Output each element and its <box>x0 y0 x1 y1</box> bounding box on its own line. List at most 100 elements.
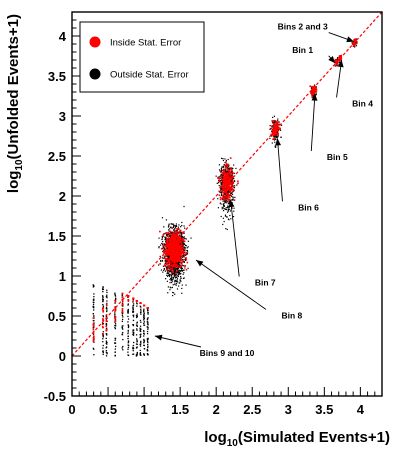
bins-9-10-inside-point <box>114 299 116 302</box>
bin-8-outside-point <box>162 234 164 236</box>
bins-9-10-outside-point <box>102 303 104 306</box>
bins-9-10-outside-point <box>102 291 104 293</box>
bin-8-outside-point <box>181 232 183 234</box>
bin-8-inside-point <box>179 254 181 257</box>
annotation-label: Bin 5 <box>327 152 348 162</box>
bin-8-outside-point <box>183 249 185 251</box>
bin-8-outside-point <box>175 274 177 276</box>
bin-8-outside-point <box>180 236 182 238</box>
bin-8-outside-point <box>183 232 185 234</box>
bin-7-outside-point <box>231 202 234 204</box>
bin-7-outside-point <box>224 214 227 216</box>
bin-7-inside-point <box>227 198 229 201</box>
bin-8-outside-point <box>183 272 185 274</box>
bin-6-inside-point <box>274 132 276 134</box>
bin-8-inside-point <box>176 227 178 230</box>
bins-9-10-outside-point <box>132 303 135 305</box>
bins-9-10-outside-point <box>114 345 117 348</box>
bins-9-10-outside-point <box>102 296 104 299</box>
bin-8-inside-point <box>165 254 168 256</box>
x-tick-label: 4 <box>357 402 365 417</box>
bin-8-outside-point <box>181 257 183 259</box>
bins-9-10-outside-point <box>122 349 124 351</box>
bin-8-outside-point <box>164 278 167 280</box>
annotation-label: Bin 4 <box>352 98 373 108</box>
bin-8-outside-point <box>177 281 179 283</box>
bin-7-outside-point <box>225 202 227 204</box>
bin-8-inside-point <box>166 252 169 255</box>
bin-4-inside-point <box>338 58 340 61</box>
bins-9-10-outside-point <box>132 347 134 350</box>
bin-3-inside-point <box>351 43 354 46</box>
x-tick-label: 2 <box>213 402 220 417</box>
x-tick-label: 1 <box>140 402 147 417</box>
bin-6-inside-point <box>272 128 274 130</box>
bin-6-outside-point <box>276 136 278 138</box>
bin-7-outside-point <box>223 205 225 207</box>
bins-9-10-inside-point <box>143 304 145 307</box>
bin-7-inside-point <box>230 167 232 169</box>
bin-8-inside-point <box>184 253 187 255</box>
bins-9-10-outside-point <box>102 334 104 336</box>
bin-8-outside-point <box>167 271 169 273</box>
y-axis-label-prefix: log <box>5 171 22 194</box>
bins-9-10-inside-point <box>127 300 130 302</box>
bin-8-outside-point <box>178 264 180 266</box>
bin-7-inside-point <box>225 161 227 163</box>
bins-9-10-outside-point <box>127 312 129 314</box>
bin-7-inside-point <box>230 182 233 184</box>
bin-8-outside-point <box>162 240 164 243</box>
bins-9-10-inside-point <box>105 320 108 323</box>
bin-7-outside-point <box>231 172 233 174</box>
bins-9-10-inside-point <box>121 296 124 298</box>
bin-8-inside-point <box>160 247 163 250</box>
bin-6-outside-point <box>269 125 271 127</box>
bin-8-outside-point <box>173 283 176 285</box>
bin-7-inside-point <box>222 197 225 199</box>
bin-8-outside-point <box>171 267 173 269</box>
bin-8-inside-point <box>179 237 182 239</box>
bin-8-outside-point <box>160 269 163 271</box>
bins-9-10-outside-point <box>136 316 138 319</box>
bin-8-outside-point <box>165 260 167 262</box>
bin-7-outside-point <box>224 193 227 195</box>
bin-5-inside-point <box>311 95 314 98</box>
bins-9-10-outside-point <box>127 311 129 313</box>
bin-7-outside-point <box>231 178 234 180</box>
bin-7-outside-point <box>225 199 227 202</box>
bin-8-outside-point <box>163 268 165 270</box>
bin-8-inside-point <box>173 240 176 242</box>
bin-6-outside-point <box>274 120 276 122</box>
bins-9-10-outside-point <box>143 354 146 356</box>
bin-7-inside-point <box>228 178 231 180</box>
bin-6-outside-point <box>281 124 283 126</box>
bin-6-inside-point <box>277 123 280 126</box>
bin-8-outside-point <box>174 276 176 278</box>
bins-9-10-outside-point <box>132 350 134 352</box>
bin-8-outside-point <box>172 292 175 294</box>
bin-7-inside-point <box>231 189 234 191</box>
bins-9-10-outside-point <box>143 353 145 355</box>
bins-9-10-inside-point <box>114 320 117 322</box>
bin-7-inside-point <box>226 196 228 198</box>
bin-7-outside-point <box>234 196 236 199</box>
bin-6-outside-point <box>273 136 276 138</box>
annotation-label: Bins 2 and 3 <box>278 22 328 32</box>
bin-8-inside-point <box>174 252 176 254</box>
bins-9-10-inside-point <box>114 318 117 320</box>
bin-8-outside-point <box>173 233 176 235</box>
bins-9-10-inside-point <box>102 333 104 335</box>
bin-7-inside-point <box>223 175 225 178</box>
bins-9-10-outside-point <box>122 316 124 318</box>
bin-7-inside-point <box>219 198 222 201</box>
bin-8-inside-point <box>177 259 179 262</box>
bins-9-10-outside-point <box>146 323 149 325</box>
bins-9-10-outside-point <box>136 338 138 340</box>
bin-8-inside-point <box>177 246 180 249</box>
bin-7-outside-point <box>218 184 220 187</box>
bin-8-inside-point <box>172 246 175 249</box>
bin-8-inside-point <box>179 251 182 254</box>
bin-6-outside-point <box>275 146 277 148</box>
bin-5-inside-point <box>311 90 314 93</box>
bin-8-outside-point <box>164 250 166 252</box>
